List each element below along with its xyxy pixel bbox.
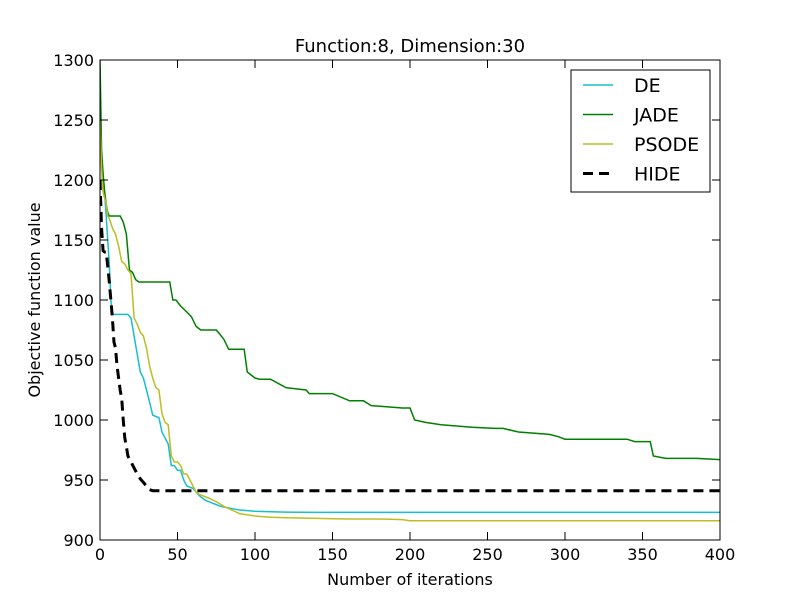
- y-tick-label: 950: [63, 471, 94, 490]
- x-tick-label: 300: [550, 545, 581, 564]
- series-line-de: [100, 119, 720, 514]
- y-tick-label: 1050: [53, 351, 94, 370]
- series-line-psode: [100, 119, 720, 522]
- series-layer: [100, 60, 720, 522]
- x-tick-label: 0: [95, 545, 105, 564]
- x-tick-label: 200: [395, 545, 426, 564]
- axes-layer: 0 50 100 150 200 250 300 350 400 900 950 1000 1050 11…: [53, 51, 735, 564]
- x-tick-label: 250: [472, 545, 503, 564]
- legend-label-hide: HIDE: [634, 164, 681, 186]
- y-tick-label: 1300: [53, 51, 94, 70]
- x-tick-label: 100: [240, 545, 271, 564]
- x-tick-label: 400: [705, 545, 736, 564]
- y-tick-label: 1200: [53, 171, 94, 190]
- chart-title: Function:8, Dimension:30: [295, 36, 525, 57]
- y-axis-label: Objective function value: [25, 202, 44, 397]
- series-line-hide: [100, 179, 720, 493]
- series-line-jade: [100, 60, 720, 461]
- x-tick-label: 350: [627, 545, 658, 564]
- legend: DE JADE PSODE HIDE: [570, 69, 711, 193]
- y-tick-label: 1000: [53, 411, 94, 430]
- y-tick-label: 900: [63, 531, 94, 550]
- y-tick-label: 1150: [53, 231, 94, 250]
- legend-box: [570, 69, 711, 193]
- x-tick-label: 150: [317, 545, 348, 564]
- y-tick-label: 1250: [53, 111, 94, 130]
- legend-label-jade: JADE: [633, 105, 679, 127]
- x-tick-label: 50: [167, 545, 187, 564]
- y-tick-label: 1100: [53, 291, 94, 310]
- legend-label-de: DE: [634, 75, 661, 97]
- legend-label-psode: PSODE: [634, 134, 699, 156]
- x-axis-label: Number of iterations: [327, 570, 493, 589]
